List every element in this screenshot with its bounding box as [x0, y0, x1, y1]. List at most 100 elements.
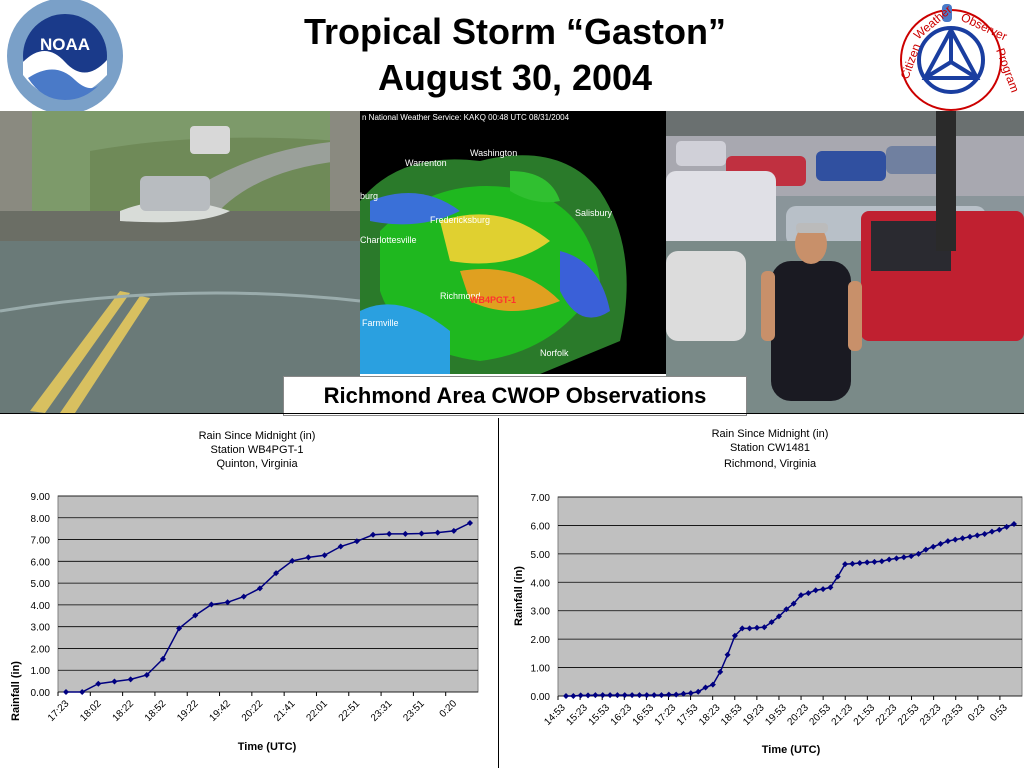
chart1-data-point [95, 680, 102, 687]
chart2-data-point [922, 546, 929, 553]
chart2-ytick-label: 7.00 [531, 493, 551, 504]
chart2-xtick-label: 18:53 [719, 702, 745, 728]
chart2-data-point [849, 560, 856, 567]
chart1-ytick-label: 8.00 [31, 514, 51, 525]
chart2-data-point [893, 555, 900, 562]
chart2-data-point [570, 693, 577, 699]
chart2-xtick-label: 20:53 [808, 702, 834, 728]
chart1-ytick-label: 3.00 [31, 623, 51, 634]
chart1-data-point [127, 676, 134, 683]
chart1-data-point [273, 570, 280, 577]
chart2-data-point [790, 600, 797, 607]
chart2-data-point [607, 692, 614, 699]
chart2-data-point [783, 606, 790, 613]
noaa-logo-text: NOAA [40, 35, 90, 54]
chart2-data-point [592, 692, 599, 699]
chart2-ytick-label: 3.00 [531, 607, 551, 618]
chart1-xtick-label: 19:42 [207, 698, 233, 724]
chart1-data-point [402, 530, 409, 537]
chart2-data-point [834, 573, 841, 580]
chart2-data-point [673, 691, 680, 698]
caption: Richmond Area CWOP Observations [283, 376, 747, 416]
chart2-data-point [988, 528, 995, 535]
chart2-data-point [974, 532, 981, 539]
chart2-ytick-label: 5.00 [531, 550, 551, 561]
radar-label-charlottesville: Charlottesville [360, 235, 417, 245]
chart2-data-point [908, 553, 915, 560]
chart1-xtick-label: 23:31 [369, 698, 395, 724]
chart2-data-point [768, 619, 775, 626]
chart1-ylabel: Rainfall (in) [10, 661, 22, 721]
chart1-data-point [224, 599, 231, 606]
chart1-data-point [434, 529, 441, 536]
chart2-data-point [643, 692, 650, 699]
chart2-xtick-label: 0:23 [966, 702, 988, 724]
chart2-data-point [915, 550, 922, 557]
chart2-plot-area [557, 496, 1023, 697]
chart2-xtick-label: 21:23 [830, 702, 856, 728]
chart2-xtick-label: 21:53 [852, 702, 878, 728]
chart2-xtick-label: 22:23 [874, 702, 900, 728]
chart1-xtick-label: 18:52 [143, 698, 169, 724]
radar-label-salisbury: Salisbury [575, 208, 613, 218]
chart2-ytick-label: 4.00 [531, 578, 551, 589]
noaa-logo: NOAA [7, 0, 123, 112]
chart2-ytick-label: 6.00 [531, 521, 551, 532]
chart2-data-point [665, 691, 672, 698]
chart2-data-point [746, 625, 753, 632]
radar-label-farmville: Farmville [362, 318, 399, 328]
chart1-data-point [176, 625, 183, 632]
radar-label-warrenton: Warrenton [405, 158, 447, 168]
chart2-ylabel: Rainfall (in) [513, 566, 525, 626]
radar-header: n National Weather Service: KAKQ 00:48 U… [362, 113, 570, 122]
chart2-data-point [621, 692, 628, 699]
chart2-data-point [937, 540, 944, 547]
chart1-xlabel: Time (UTC) [238, 741, 297, 753]
chart2-data-point [820, 586, 827, 593]
chart1-ytick-label: 1.00 [31, 666, 51, 677]
chart2-data-point [563, 693, 569, 699]
chart2-xtick-label: 19:53 [763, 702, 789, 728]
chart2-data-point [636, 692, 643, 699]
chart2-data-point [658, 692, 665, 699]
chart1-data-point [289, 557, 296, 564]
chart2-data-point [1011, 521, 1017, 528]
chart1-data-point [386, 530, 393, 537]
chart1-xtick-label: 0:20 [438, 698, 460, 720]
chart2-xtick-label: 14:53 [542, 702, 568, 728]
chart2-xtick-label: 22:53 [896, 702, 922, 728]
chart2-data-point [651, 692, 658, 699]
chart2-data-point [724, 651, 731, 658]
chart2-xtick-label: 19:23 [741, 702, 767, 728]
chart2-data-point [842, 561, 849, 568]
cwop-logo: Citizen Weather Observer Program [898, 3, 1022, 111]
chart2-data-point [731, 632, 738, 639]
chart1-ytick-label: 7.00 [31, 536, 51, 547]
chart2-data-point [614, 692, 621, 699]
chart2-data-point [886, 556, 893, 563]
radar-label-washington: Washington [470, 148, 517, 158]
chart1-data-point [305, 554, 312, 561]
chart2-xtick-label: 17:23 [653, 702, 679, 728]
chart1-data-point [450, 527, 457, 534]
chart2-data-point [761, 624, 768, 631]
chart1-data-point [337, 543, 344, 550]
chart1-title-line1: Rain Since Midnight (in) [199, 430, 316, 442]
chart1-title-line3: Quinton, Virginia [216, 458, 298, 470]
chart2-data-point [805, 590, 812, 597]
chart2-title-line3: Richmond, Virginia [724, 458, 817, 470]
chart2-xtick-label: 20:23 [785, 702, 811, 728]
radar-label-burg: burg [360, 191, 378, 201]
rainfall-chart-richmond: Rain Since Midnight (in) Station CW1481 … [513, 428, 1023, 756]
chart1-xtick-label: 21:41 [272, 698, 298, 724]
chart2-data-point [739, 625, 746, 632]
chart2-data-point [585, 692, 592, 699]
radar-label-richmond: Richmond [440, 291, 481, 301]
chart2-xtick-label: 15:23 [564, 702, 590, 728]
chart2-xtick-label: 18:23 [697, 702, 723, 728]
chart2-ytick-label: 2.00 [531, 635, 551, 646]
chart2-xtick-label: 0:53 [988, 702, 1010, 724]
rainfall-chart-quinton: Rain Since Midnight (in) Station WB4PGT-… [10, 430, 479, 753]
chart2-data-point [629, 692, 636, 699]
chart1-data-point [418, 530, 425, 537]
